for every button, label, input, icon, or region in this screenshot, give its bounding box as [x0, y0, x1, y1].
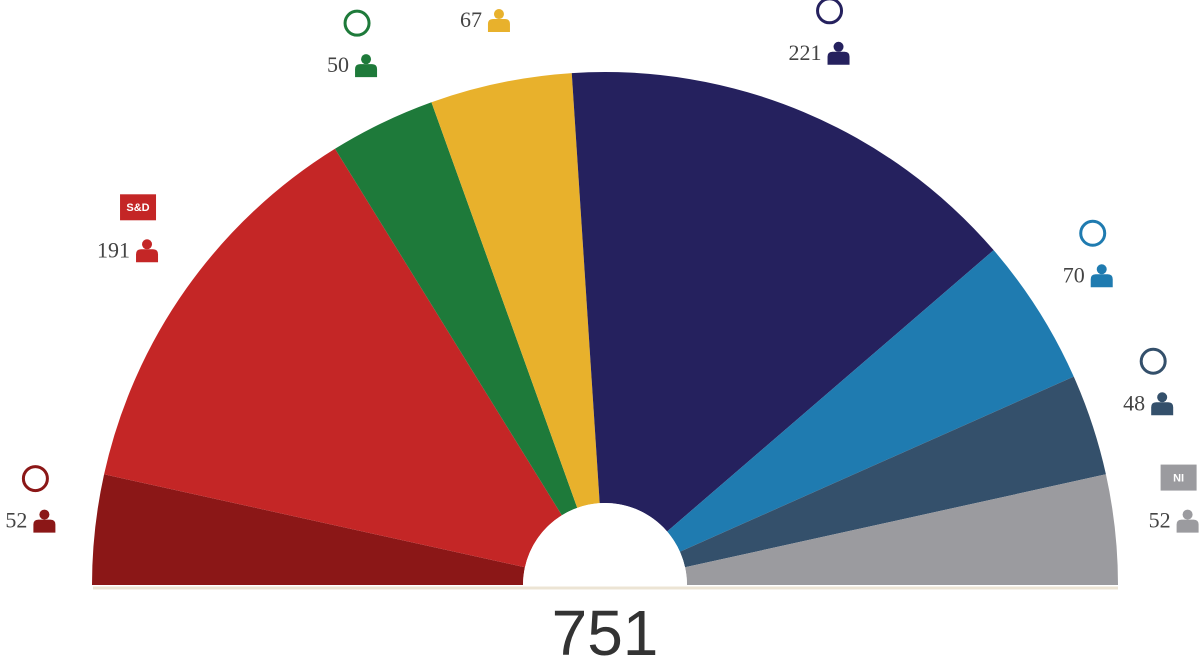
- party-logo-text: NI: [1173, 472, 1184, 484]
- seat-segment: [92, 474, 525, 585]
- party-label: 50: [327, 9, 378, 78]
- person-icon-head: [1157, 392, 1168, 403]
- party-logo: [1160, 464, 1197, 491]
- seat-count: 50: [327, 52, 349, 77]
- person-icon-head: [1096, 264, 1107, 275]
- party-label: 221: [789, 0, 850, 65]
- party-label: 70: [1063, 219, 1113, 288]
- seat-count: 48: [1123, 390, 1145, 415]
- person-icon-body: [33, 519, 56, 533]
- party-label: 52: [5, 465, 56, 533]
- person-icon-head: [1182, 509, 1193, 520]
- person-icon-head: [39, 509, 50, 520]
- person-icon-body: [1151, 402, 1174, 416]
- party-logo: [1079, 219, 1107, 247]
- party-logo-text: S&D: [126, 202, 149, 214]
- party-logo: [21, 465, 49, 493]
- seat-count: 52: [5, 508, 27, 533]
- party-logo: [343, 9, 371, 37]
- total-seats: 751: [552, 597, 659, 663]
- person-icon-body: [136, 249, 159, 263]
- person-icon-head: [361, 54, 372, 65]
- seat-segment: [679, 376, 1106, 568]
- person-icon-body: [1176, 519, 1199, 533]
- seat-segment: [571, 72, 994, 532]
- person-icon-head: [142, 239, 153, 250]
- party-label: 191 S&D: [97, 194, 159, 263]
- person-icon-head: [493, 9, 504, 20]
- seat-segment: [685, 474, 1118, 585]
- seat-count: 67: [460, 7, 482, 32]
- person-icon-body: [487, 19, 510, 33]
- person-icon-body: [827, 51, 850, 65]
- party-logo: [1139, 347, 1167, 375]
- party-label: 48: [1123, 347, 1174, 416]
- seat-segment: [431, 73, 600, 508]
- person-icon-head: [833, 41, 844, 52]
- seat-count: 191: [97, 237, 130, 262]
- seat-count: 221: [789, 40, 822, 65]
- seat-count: 52: [1149, 508, 1171, 533]
- seat-segment: [667, 250, 1074, 552]
- person-icon-body: [355, 64, 378, 78]
- seat-count: 70: [1063, 262, 1085, 287]
- party-label: 67: [460, 7, 510, 33]
- party-logo: [120, 194, 157, 221]
- inner-hole: [523, 503, 687, 585]
- party-logo: [816, 0, 844, 25]
- person-icon-body: [1090, 274, 1113, 288]
- party-label: 52 NI: [1149, 464, 1199, 533]
- seat-segment: [104, 148, 562, 568]
- seat-segment: [334, 102, 578, 516]
